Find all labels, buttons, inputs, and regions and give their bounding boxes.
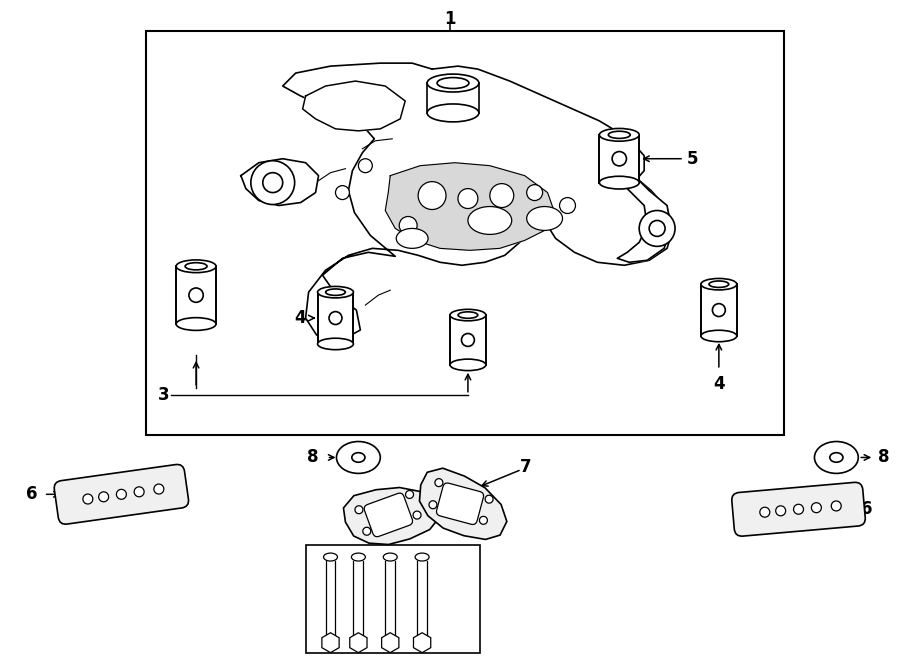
Circle shape	[406, 491, 413, 498]
Circle shape	[462, 334, 474, 346]
Polygon shape	[283, 63, 673, 342]
Ellipse shape	[428, 104, 479, 122]
FancyBboxPatch shape	[54, 465, 188, 524]
Ellipse shape	[709, 281, 729, 287]
Text: 8: 8	[878, 448, 890, 467]
Circle shape	[329, 312, 342, 324]
Ellipse shape	[526, 207, 562, 230]
Ellipse shape	[176, 260, 216, 273]
Polygon shape	[617, 175, 671, 262]
Ellipse shape	[428, 74, 479, 92]
Ellipse shape	[701, 279, 737, 290]
Bar	[176, 266, 216, 324]
Circle shape	[560, 197, 575, 214]
Circle shape	[116, 489, 126, 499]
Circle shape	[639, 211, 675, 246]
Bar	[318, 292, 354, 344]
Circle shape	[435, 479, 443, 487]
Ellipse shape	[458, 312, 478, 318]
FancyBboxPatch shape	[436, 483, 483, 524]
Text: 4: 4	[713, 375, 725, 393]
Bar	[701, 284, 737, 336]
Ellipse shape	[599, 176, 639, 189]
Text: 6: 6	[861, 500, 873, 518]
Text: 4: 4	[294, 309, 306, 327]
Circle shape	[760, 507, 770, 517]
Text: 6: 6	[26, 485, 38, 503]
Circle shape	[355, 506, 363, 514]
Circle shape	[336, 185, 349, 199]
Circle shape	[413, 511, 421, 519]
Ellipse shape	[830, 453, 843, 462]
Circle shape	[776, 506, 786, 516]
Text: 7: 7	[519, 458, 531, 477]
Circle shape	[251, 161, 294, 205]
Circle shape	[458, 189, 478, 209]
Text: 1: 1	[445, 11, 455, 28]
Bar	[147, 31, 784, 434]
Circle shape	[134, 487, 144, 496]
Bar	[450, 315, 486, 365]
Ellipse shape	[337, 442, 381, 473]
Ellipse shape	[396, 228, 428, 248]
Ellipse shape	[351, 553, 365, 561]
Circle shape	[649, 220, 665, 236]
Circle shape	[485, 495, 493, 503]
Ellipse shape	[383, 553, 397, 561]
Ellipse shape	[318, 287, 354, 298]
Ellipse shape	[701, 330, 737, 342]
Circle shape	[612, 152, 626, 166]
Ellipse shape	[176, 318, 216, 330]
Text: 2: 2	[382, 528, 394, 546]
Ellipse shape	[450, 309, 486, 321]
Bar	[306, 545, 480, 653]
Circle shape	[400, 216, 417, 234]
Text: 8: 8	[307, 448, 319, 467]
Circle shape	[99, 492, 109, 502]
Ellipse shape	[608, 131, 630, 138]
Circle shape	[154, 484, 164, 494]
Ellipse shape	[352, 453, 365, 462]
Ellipse shape	[450, 359, 486, 371]
Circle shape	[794, 504, 804, 514]
Text: 5: 5	[687, 150, 698, 167]
Ellipse shape	[437, 77, 469, 89]
Polygon shape	[385, 163, 554, 250]
Circle shape	[263, 173, 283, 193]
Circle shape	[358, 159, 373, 173]
Bar	[599, 135, 639, 183]
Circle shape	[83, 494, 93, 504]
Circle shape	[490, 183, 514, 207]
Polygon shape	[419, 468, 507, 540]
Polygon shape	[344, 487, 439, 545]
Ellipse shape	[185, 263, 207, 270]
Circle shape	[713, 304, 725, 316]
Ellipse shape	[599, 128, 639, 141]
Circle shape	[480, 516, 488, 524]
FancyBboxPatch shape	[732, 483, 865, 536]
Circle shape	[832, 501, 842, 511]
Circle shape	[812, 502, 822, 512]
Ellipse shape	[814, 442, 859, 473]
Ellipse shape	[468, 207, 512, 234]
Polygon shape	[302, 81, 405, 131]
FancyBboxPatch shape	[364, 493, 412, 537]
Circle shape	[418, 181, 446, 209]
Circle shape	[429, 500, 436, 508]
Ellipse shape	[318, 338, 354, 350]
Ellipse shape	[415, 553, 429, 561]
Circle shape	[363, 527, 371, 536]
Text: 3: 3	[158, 386, 169, 404]
Polygon shape	[241, 159, 319, 205]
Ellipse shape	[323, 553, 338, 561]
Ellipse shape	[326, 289, 346, 295]
Circle shape	[526, 185, 543, 201]
Circle shape	[189, 288, 203, 303]
